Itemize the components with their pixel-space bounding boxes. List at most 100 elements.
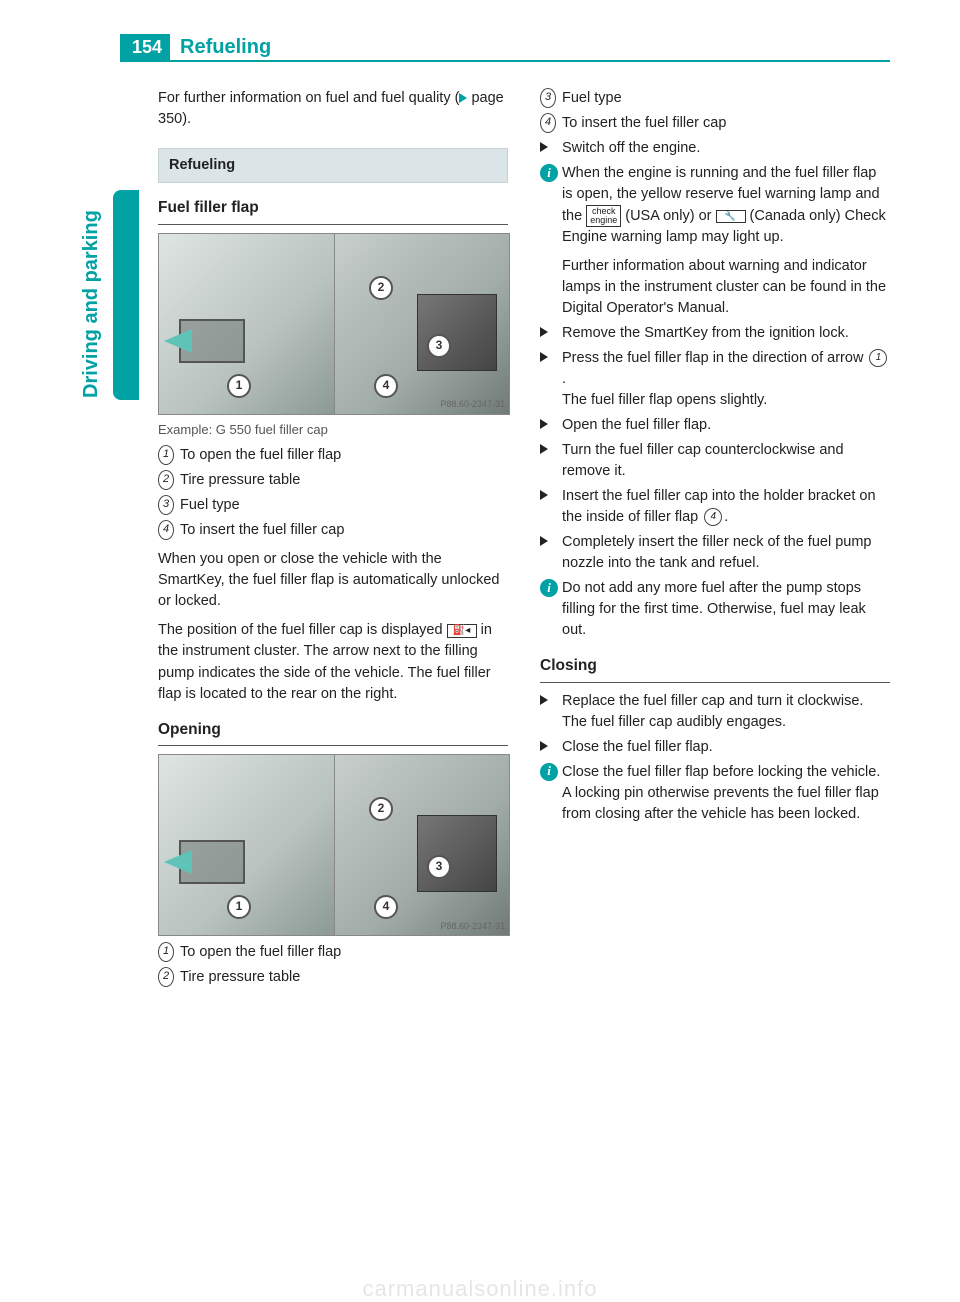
- step-item: Completely insert the filler neck of the…: [540, 532, 890, 574]
- step-text: Switch off the engine.: [562, 138, 890, 159]
- callout-1: 1: [227, 895, 251, 919]
- page-number: 154: [120, 34, 170, 61]
- callout-1: 1: [227, 374, 251, 398]
- step6b: .: [724, 509, 728, 525]
- para-smartkey: When you open or close the vehicle with …: [158, 549, 508, 612]
- step-bullet-icon: [540, 352, 548, 362]
- step-item: Press the fuel filler flap in the direct…: [540, 348, 890, 411]
- callout-2: 2: [369, 276, 393, 300]
- step3a: Press the fuel filler flap in the direct…: [562, 350, 867, 366]
- step3-sub: The fuel filler flap opens slightly.: [562, 390, 890, 411]
- legend-item: 1To open the fuel filler flap: [158, 942, 508, 963]
- legend-item: 2 Tire pressure table: [158, 967, 508, 988]
- step-text: Open the fuel filler flap.: [562, 415, 890, 436]
- legend-text: Tire pressure table: [180, 470, 508, 491]
- step-text: Turn the fuel filler cap counterclockwis…: [562, 440, 890, 482]
- callout-4: 4: [374, 895, 398, 919]
- info-icon: i: [540, 763, 558, 781]
- info-item: iDo not add any more fuel after the pump…: [540, 578, 890, 641]
- fig-right-panel: [334, 755, 509, 935]
- legend-item: 3Fuel type: [540, 88, 890, 109]
- callout-3: 3: [427, 334, 451, 358]
- page-title: Refueling: [180, 36, 271, 59]
- fuel-assembly-shape: [417, 294, 497, 371]
- info-text: Do not add any more fuel after the pump …: [562, 578, 890, 641]
- header-rule: [120, 60, 890, 62]
- right-column: 3Fuel type 4To insert the fuel filler ca…: [540, 88, 890, 992]
- sidebar-tab: [113, 190, 139, 400]
- steps-list: Switch off the engine. i When the engine…: [540, 138, 890, 641]
- step-bullet-icon: [540, 327, 548, 337]
- fuel-arrow-icon: [164, 850, 192, 874]
- legend-text: Tire pressure table: [180, 967, 508, 988]
- fig-right-panel: [334, 234, 509, 414]
- info-text: When the engine is running and the fuel …: [562, 163, 890, 319]
- step-text: Remove the SmartKey from the ignition lo…: [562, 323, 890, 344]
- step-item: Replace the fuel filler cap and turn it …: [540, 691, 890, 733]
- para-pos-a: The position of the fuel filler cap is d…: [158, 622, 447, 638]
- intro-text: For further information on fuel and fuel…: [158, 90, 459, 106]
- info-icon: i: [540, 579, 558, 597]
- step-bullet-icon: [540, 695, 548, 705]
- info1-p2: Further information about warning and in…: [562, 258, 886, 316]
- legend-item: 3 Fuel type: [158, 495, 508, 516]
- fig-divider: [334, 755, 335, 935]
- check-engine-usa-icon: checkengine: [586, 205, 621, 227]
- fuel-arrow-icon: [164, 329, 192, 353]
- figure-ref: P88.60-2347-31: [440, 398, 505, 411]
- icon-usa-bot: engine: [590, 215, 617, 225]
- step-text: Press the fuel filler flap in the direct…: [562, 348, 890, 411]
- legend-text: To insert the fuel filler cap: [180, 520, 508, 541]
- subhead-fuel-filler: Fuel filler flap: [158, 197, 508, 224]
- step3b: .: [562, 371, 566, 387]
- legend-text: Fuel type: [180, 495, 508, 516]
- left-column: For further information on fuel and fuel…: [158, 88, 508, 992]
- watermark: carmanualsonline.info: [0, 1276, 960, 1302]
- step-item: Turn the fuel filler cap counterclockwis…: [540, 440, 890, 482]
- step-bullet-icon: [540, 419, 548, 429]
- callout-3: 3: [427, 855, 451, 879]
- sidebar-label: Driving and parking: [80, 210, 103, 398]
- legend-item: 4To insert the fuel filler cap: [540, 113, 890, 134]
- info-icon: i: [540, 164, 558, 182]
- para-position: The position of the fuel filler cap is d…: [158, 620, 508, 704]
- info-text: Close the fuel filler flap before lockin…: [562, 762, 890, 825]
- page-header: 154 Refueling: [120, 34, 271, 61]
- check-engine-can-icon: 🔧: [716, 210, 746, 223]
- legend-text: To insert the fuel filler cap: [562, 113, 890, 134]
- fuel-assembly-shape: [417, 815, 497, 892]
- legend-marker: 2: [158, 967, 174, 987]
- legend-marker: 1: [158, 942, 174, 962]
- step-text: Close the fuel filler flap.: [562, 737, 890, 758]
- step-bullet-icon: [540, 741, 548, 751]
- legend-text: Fuel type: [562, 88, 890, 109]
- legend-marker: 4: [158, 520, 174, 540]
- manual-page: { "header": { "page_number": "154", "tit…: [0, 0, 960, 1302]
- intro-para: For further information on fuel and fuel…: [158, 88, 508, 130]
- legend-list-2: 1To open the fuel filler flap 2 Tire pres…: [158, 942, 508, 988]
- step-text: Replace the fuel filler cap and turn it …: [562, 691, 890, 733]
- section-heading: Refueling: [158, 148, 508, 183]
- info1b: (USA only) or: [621, 208, 715, 224]
- figure-fuel-filler-1: 1 2 3 4 P88.60-2347-31: [158, 233, 510, 415]
- link-icon: [459, 93, 467, 103]
- content-columns: For further information on fuel and fuel…: [158, 88, 890, 992]
- legend-marker: 2: [158, 470, 174, 490]
- step-bullet-icon: [540, 142, 548, 152]
- legend-item: 4 To insert the fuel filler cap: [158, 520, 508, 541]
- step-item: Switch off the engine.: [540, 138, 890, 159]
- legend-marker: 3: [158, 495, 174, 515]
- fig-divider: [334, 234, 335, 414]
- step-bullet-icon: [540, 536, 548, 546]
- callout-2: 2: [369, 797, 393, 821]
- step-bullet-icon: [540, 444, 548, 454]
- step-bullet-icon: [540, 490, 548, 500]
- step-item: Open the fuel filler flap.: [540, 415, 890, 436]
- info-item: iClose the fuel filler flap before locki…: [540, 762, 890, 825]
- step-item: Insert the fuel filler cap into the hold…: [540, 486, 890, 528]
- legend-list-1: 1To open the fuel filler flap 2Tire pres…: [158, 445, 508, 541]
- legend-list-top: 3Fuel type 4To insert the fuel filler ca…: [540, 88, 890, 134]
- figure-fuel-filler-2: 1 2 3 4 P88.60-2347-31: [158, 754, 510, 936]
- closing-list: Replace the fuel filler cap and turn it …: [540, 691, 890, 825]
- legend-item: 2 Tire pressure table: [158, 470, 508, 491]
